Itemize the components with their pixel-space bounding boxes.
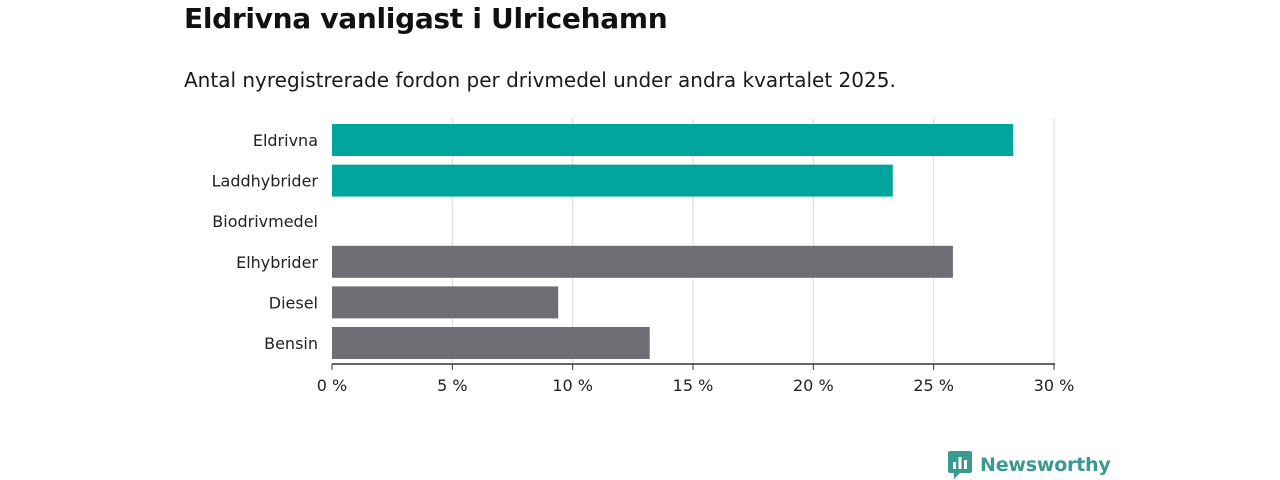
x-tick-label: 5 % [437, 376, 467, 395]
category-label: Bensin [264, 334, 318, 353]
axis-layer [331, 363, 1055, 370]
bar-layer [332, 124, 1014, 359]
bar-elhybrider [332, 245, 953, 278]
newsworthy-logo-text: Newsworthy [980, 454, 1111, 476]
label-layer: Eldrivna Laddhybrider Biodrivmedel Elhybrid… [212, 131, 1075, 395]
x-tick-label: 20 % [793, 376, 834, 395]
newsworthy-logo: Newsworthy [948, 451, 1111, 479]
chart-subtitle: Antal nyregistrerade fordon per drivmede… [184, 68, 896, 92]
x-tick-label: 15 % [673, 376, 714, 395]
x-tick-label: 0 % [317, 376, 347, 395]
bar-bensin [332, 327, 650, 359]
category-label: Biodrivmedel [212, 212, 318, 231]
x-tick-label: 25 % [913, 376, 954, 395]
category-label: Eldrivna [253, 131, 318, 150]
category-label: Diesel [269, 293, 318, 312]
chart-title: Eldrivna vanligast i Ulricehamn [184, 2, 668, 35]
bar-eldrivna [332, 124, 1014, 156]
grid-layer [451, 118, 1055, 364]
x-tick-label: 30 % [1034, 376, 1075, 395]
newsworthy-logo-icon [948, 451, 972, 479]
x-tick-label: 10 % [552, 376, 593, 395]
category-label: Elhybrider [236, 253, 318, 272]
bar-laddhybrider [332, 164, 893, 197]
bar-diesel [332, 286, 559, 319]
category-label: Laddhybrider [212, 172, 319, 191]
